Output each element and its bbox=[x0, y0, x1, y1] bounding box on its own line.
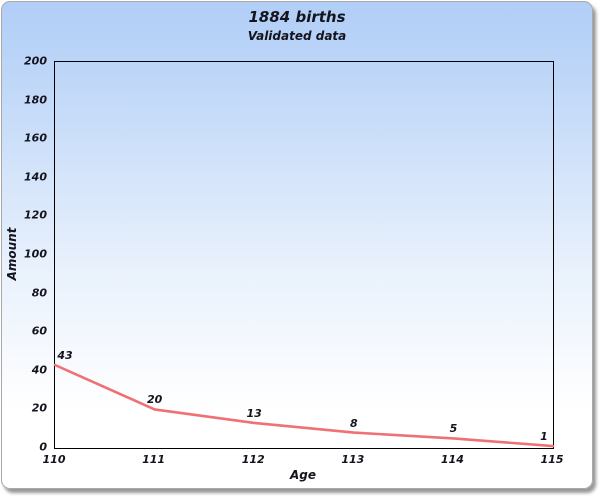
x-tick-label: 110 bbox=[42, 453, 66, 466]
y-tick-label: 200 bbox=[24, 54, 47, 68]
y-tick-label: 40 bbox=[31, 363, 47, 377]
y-tick-label: 120 bbox=[24, 208, 47, 222]
data-point-label: 1 bbox=[540, 430, 548, 444]
x-tick-label: 111 bbox=[142, 453, 166, 466]
chart-card: 1884 births Validated data Amount 43 20 13… bbox=[1, 1, 593, 489]
y-tick-label: 100 bbox=[24, 247, 47, 261]
x-tick-label: 115 bbox=[540, 453, 564, 466]
data-point-label: 13 bbox=[246, 406, 262, 420]
chart-subtitle: Validated data bbox=[247, 29, 347, 43]
y-tick-label: 180 bbox=[24, 93, 47, 107]
x-axis-title: Age bbox=[289, 468, 316, 482]
line-series-svg bbox=[53, 363, 555, 448]
y-tick-label: 140 bbox=[24, 170, 47, 184]
y-tick-label: 60 bbox=[31, 324, 47, 338]
x-tick-label: 113 bbox=[341, 453, 365, 466]
x-tick-label: 114 bbox=[440, 453, 464, 466]
y-tick-label: 0 bbox=[39, 440, 47, 454]
y-tick-label: 20 bbox=[31, 401, 47, 415]
data-point-label: 43 bbox=[57, 349, 73, 362]
data-point-label: 20 bbox=[146, 393, 163, 407]
data-line bbox=[53, 363, 555, 448]
y-tick-label: 160 bbox=[24, 131, 47, 145]
plot-area: 43 20 13 8 5 1 bbox=[53, 61, 555, 449]
chart-title: 1884 births bbox=[248, 8, 346, 26]
data-point-label: 8 bbox=[349, 416, 358, 430]
y-tick-label: 80 bbox=[31, 286, 47, 300]
x-tick-label: 112 bbox=[241, 453, 265, 466]
data-point-label: 5 bbox=[449, 422, 458, 436]
